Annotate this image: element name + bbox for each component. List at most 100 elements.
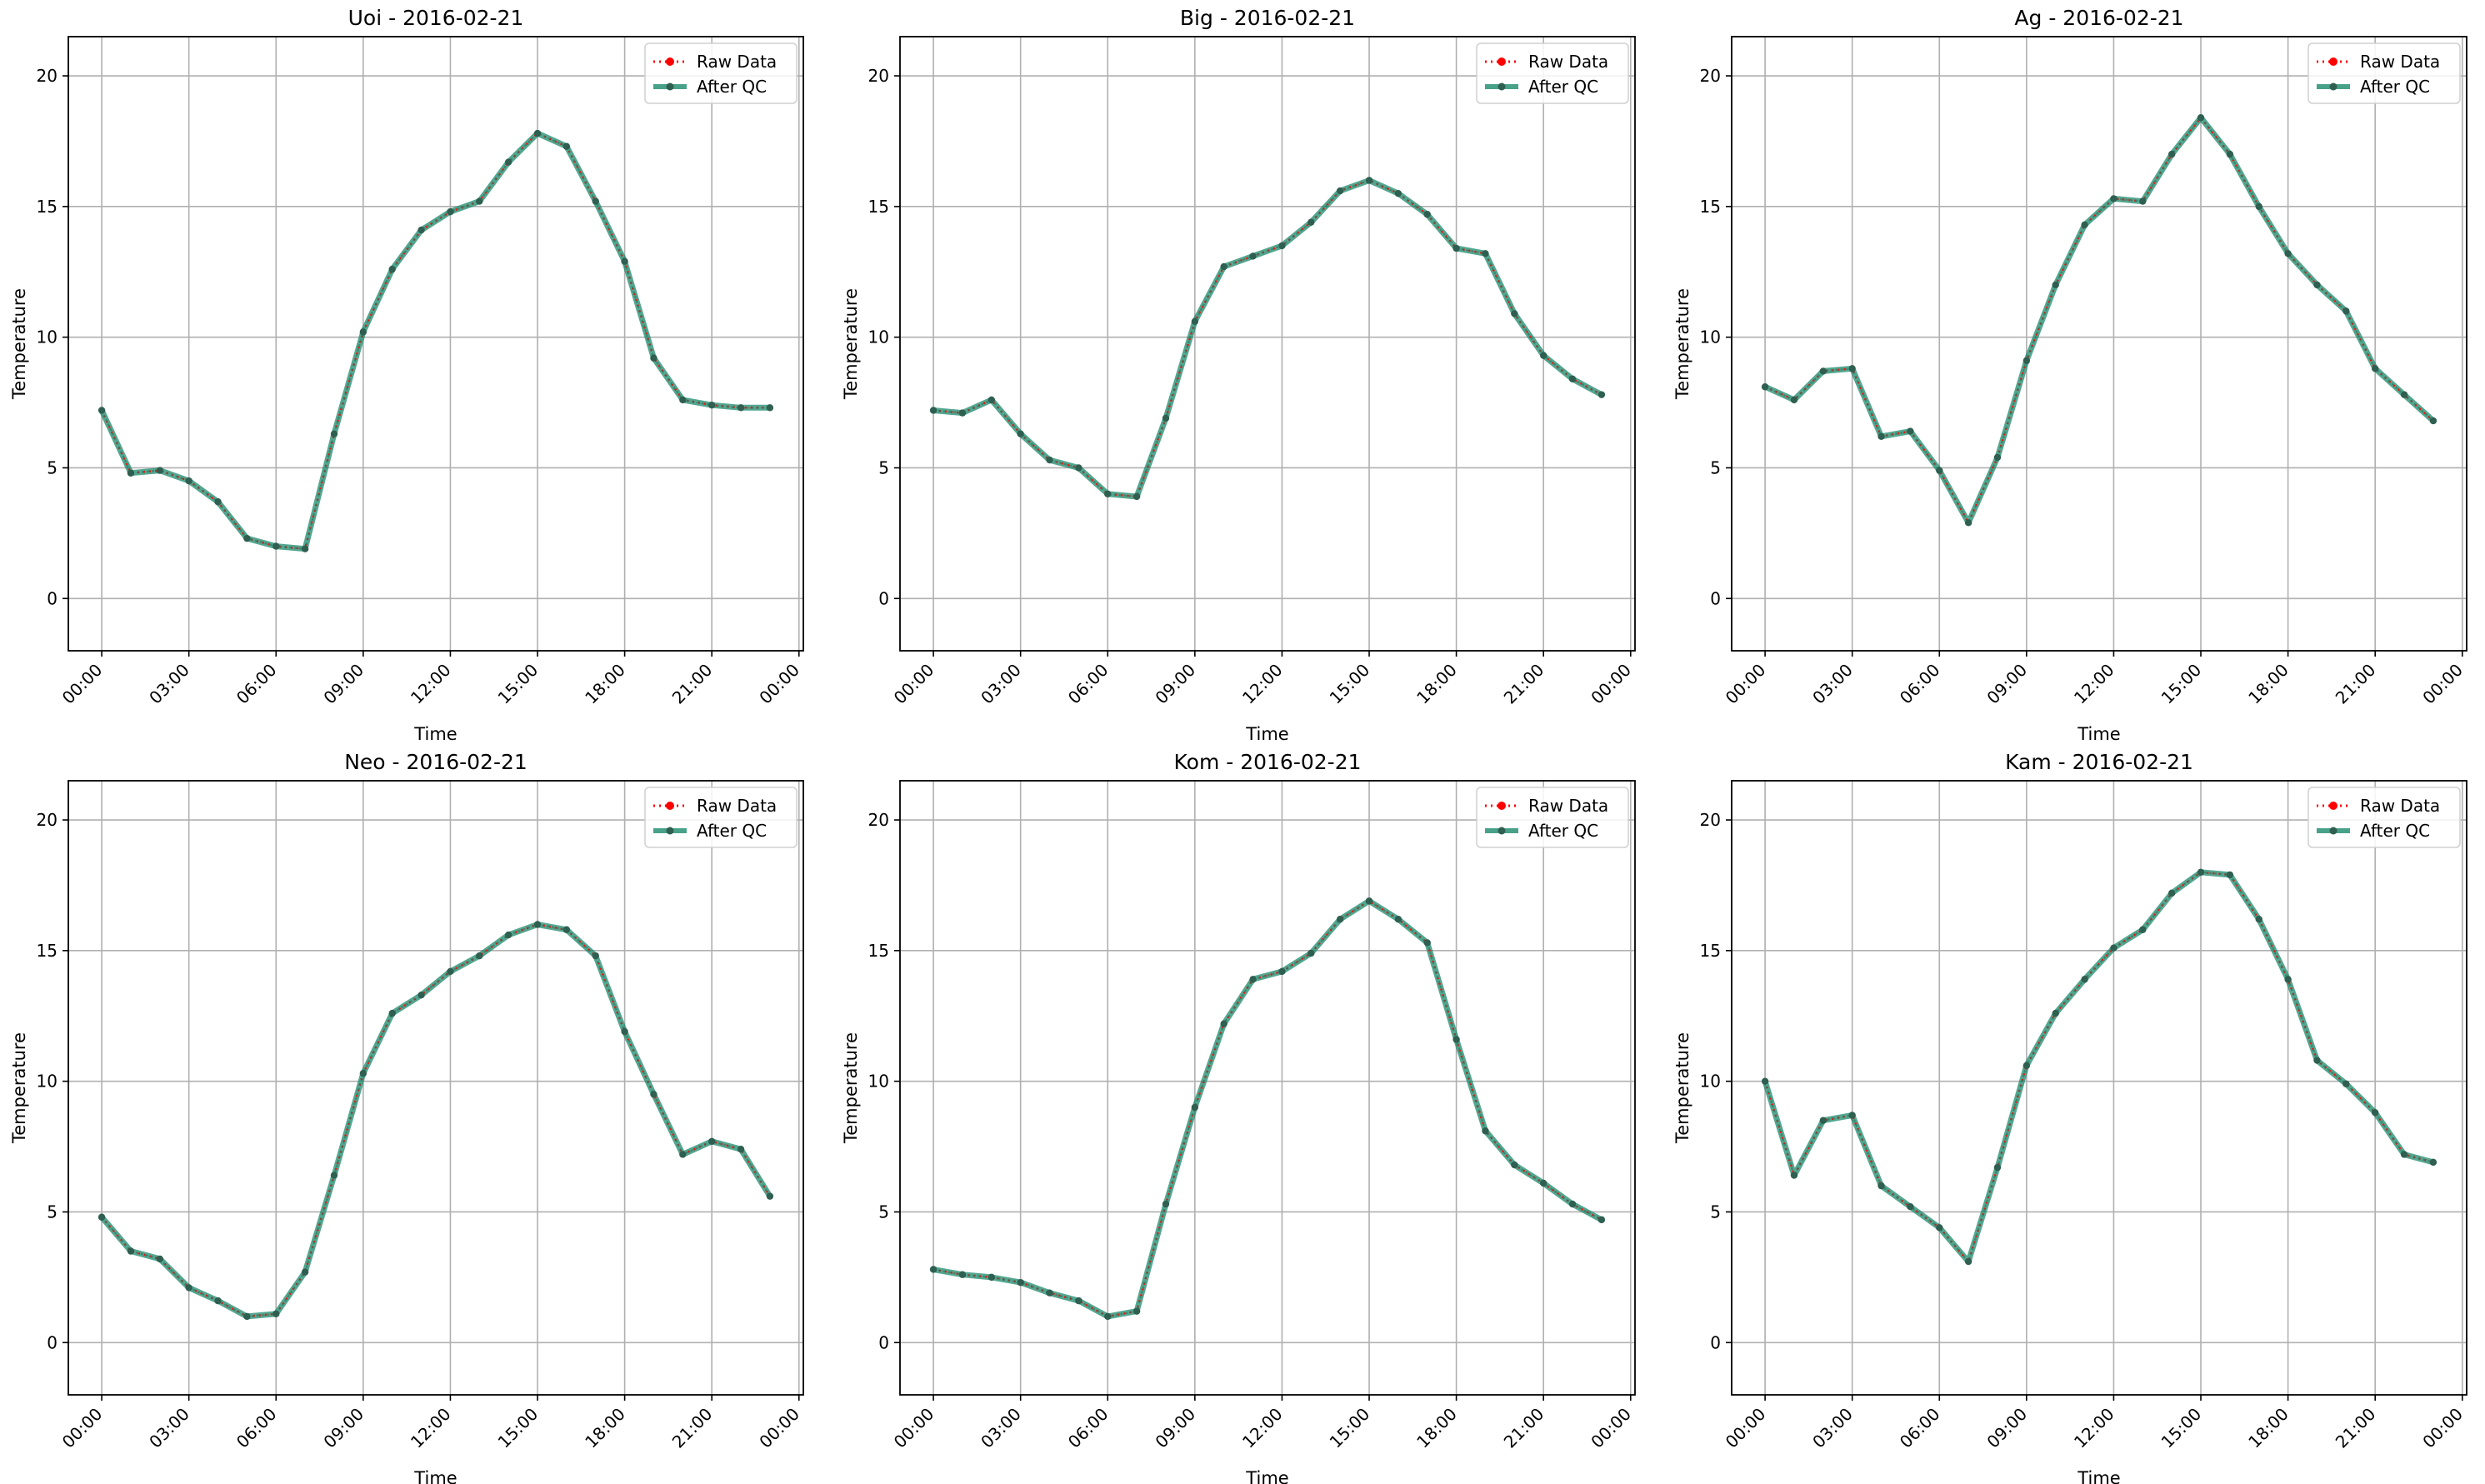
legend: Raw Data After QC (1476, 42, 1629, 104)
data-point (2139, 926, 2147, 933)
legend-label-after-qc: After QC (1528, 77, 1598, 97)
data-point (1249, 252, 1257, 260)
legend-label-raw-data: Raw Data (2360, 796, 2440, 816)
legend: Raw Data After QC (2308, 42, 2461, 104)
legend-marker-raw-data (1498, 802, 1506, 810)
y-tick-label: 15 (37, 941, 58, 961)
data-point (929, 1266, 938, 1273)
x-tick-label: 21:00 (2332, 1404, 2380, 1452)
data-point (1423, 939, 1431, 947)
data-point (1907, 427, 1914, 435)
x-tick-label: 15:00 (494, 1404, 542, 1452)
data-point (1848, 365, 1856, 372)
data-point (1046, 1289, 1053, 1297)
data-point (1482, 250, 1489, 257)
data-point (156, 1255, 164, 1263)
legend-label-after-qc: After QC (697, 77, 767, 97)
data-point (330, 1172, 338, 1179)
data-point (1308, 949, 1315, 957)
data-point (2139, 197, 2147, 205)
data-point (1191, 317, 1199, 326)
data-point (2052, 1009, 2059, 1017)
x-tick-label: 06:00 (1064, 1404, 1112, 1452)
data-point (1423, 211, 1431, 218)
data-point (1336, 916, 1344, 923)
data-point (1819, 1117, 1828, 1124)
data-point (418, 226, 425, 234)
subplot-4: 00:00 03:00 06:00 09:00 12:00 15:00 18:00 21:00… (9, 750, 804, 1484)
data-point (388, 1009, 396, 1017)
data-point (2313, 1057, 2321, 1064)
series-line-overlay (101, 923, 771, 1318)
x-tick-label: 00:00 (58, 660, 107, 708)
legend-marker-after-qc (2329, 827, 2338, 835)
data-point (1936, 1224, 1943, 1232)
y-tick-label: 10 (1700, 327, 1721, 347)
data-point (504, 931, 512, 939)
x-tick-label: 21:00 (668, 1404, 717, 1452)
y-tick-label: 15 (1700, 197, 1721, 217)
axes-frame (1731, 780, 2468, 1396)
data-point (1790, 1172, 1798, 1179)
data-point (766, 404, 774, 412)
x-tick-label: 00:00 (890, 1404, 938, 1452)
x-tick-label: 09:00 (1982, 1404, 2031, 1452)
y-tick-label: 10 (868, 1072, 889, 1092)
x-tick-label: 00:00 (1722, 660, 1770, 708)
data-point (1046, 456, 1053, 464)
data-point (1848, 1112, 1856, 1119)
legend: Raw Data After QC (2308, 787, 2461, 848)
data-point (359, 328, 368, 336)
x-tick-label: 06:00 (232, 1404, 281, 1452)
y-tick-label: 5 (1710, 1202, 1721, 1222)
data-point (2429, 417, 2438, 425)
x-tick-label: 18:00 (581, 660, 629, 708)
data-point (2255, 202, 2262, 211)
data-point (476, 952, 483, 960)
data-point (1132, 492, 1141, 501)
data-point (476, 197, 483, 205)
data-point (1278, 967, 1286, 976)
y-tick-label: 15 (1700, 941, 1721, 961)
plot-area (1732, 37, 2467, 651)
data-point (185, 1284, 192, 1292)
data-point (185, 477, 192, 485)
x-tick-label: 12:00 (2070, 660, 2118, 708)
y-axis-label: Temperature (841, 288, 861, 400)
y-tick-label: 15 (868, 941, 889, 961)
data-point (1365, 897, 1373, 905)
axes-frame (899, 36, 1636, 652)
series-line-overlay (101, 132, 770, 550)
y-axis-label: Temperature (1672, 1032, 1692, 1144)
x-tick-label: 09:00 (319, 660, 368, 708)
data-point (650, 1091, 658, 1098)
data-point (1878, 432, 1885, 441)
x-tick-label: 15:00 (1326, 660, 1374, 708)
data-point (958, 409, 967, 417)
subplot-title: Ag - 2016-02-21 (2014, 6, 2183, 30)
legend-label-after-qc: After QC (1528, 821, 1598, 841)
legend-label-raw-data: Raw Data (1528, 52, 1608, 72)
x-tick-label: 00:00 (1587, 1404, 1635, 1452)
subplot-6: 00:00 03:00 06:00 09:00 12:00 15:00 18:00 21:00… (1672, 750, 2468, 1484)
data-point (1075, 464, 1082, 472)
data-point (988, 396, 996, 404)
y-axis-label: Temperature (841, 1032, 861, 1144)
data-point (2371, 1109, 2379, 1117)
x-tick-label: 00:00 (1587, 660, 1635, 708)
y-tick-label: 5 (47, 457, 58, 477)
legend-label-after-qc: After QC (697, 821, 767, 841)
x-tick-label: 03:00 (1808, 1404, 1857, 1452)
data-point (2226, 150, 2234, 158)
y-axis-label: Temperature (9, 288, 29, 400)
y-tick-label: 15 (868, 197, 889, 217)
data-point (243, 534, 251, 542)
legend-marker-raw-data (666, 802, 674, 810)
x-tick-label: 09:00 (1151, 660, 1199, 708)
data-point (1761, 383, 1769, 391)
legend-label-after-qc: After QC (2360, 821, 2430, 841)
data-point (2313, 281, 2321, 289)
data-point (1162, 1200, 1170, 1208)
data-point (1278, 242, 1286, 250)
y-axis-label: Temperature (1672, 288, 1692, 400)
